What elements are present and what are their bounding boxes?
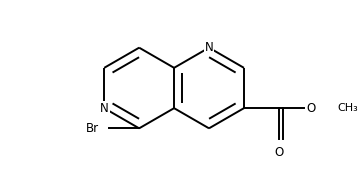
Text: N: N (205, 41, 213, 54)
Text: O: O (306, 102, 316, 115)
Text: CH₃: CH₃ (338, 103, 358, 113)
Text: Br: Br (86, 122, 99, 135)
Text: O: O (274, 146, 283, 159)
Text: N: N (100, 102, 109, 115)
